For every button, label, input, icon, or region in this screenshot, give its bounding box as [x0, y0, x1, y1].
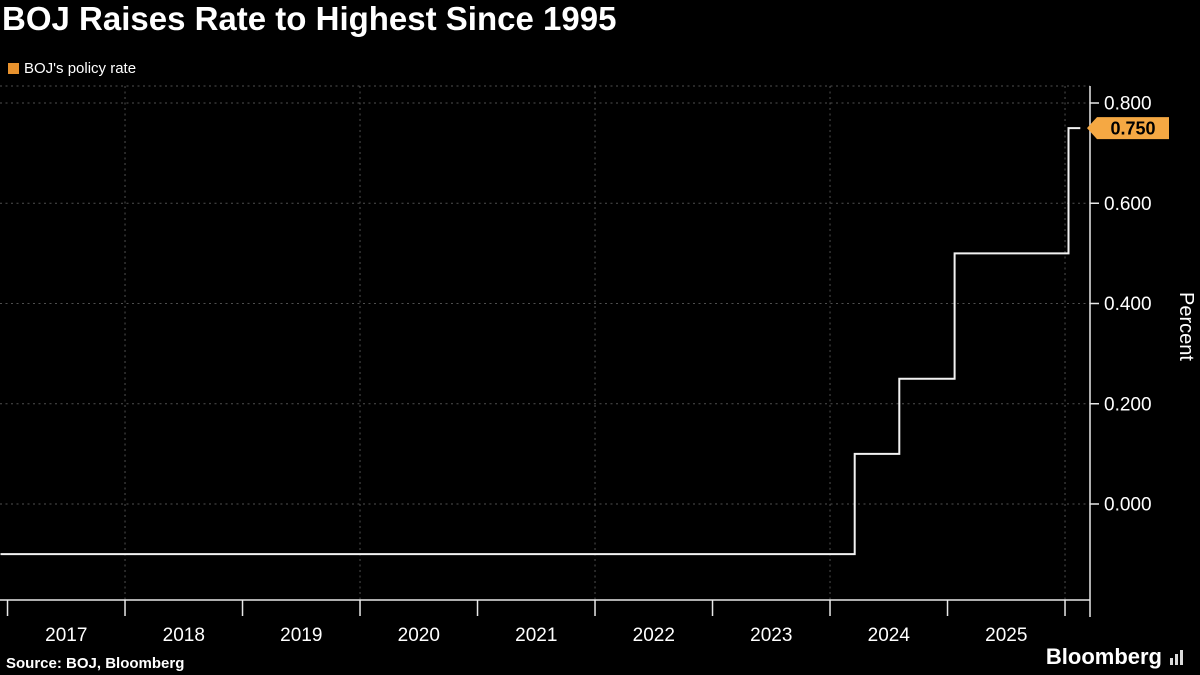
x-axis-label: 2017 — [45, 625, 87, 646]
x-axis-label: 2023 — [750, 625, 792, 646]
x-axis-label: 2022 — [633, 625, 675, 646]
x-axis-label: 2020 — [398, 625, 440, 646]
y-axis-label: 0.400 — [1104, 294, 1152, 315]
legend-label: BOJ's policy rate — [24, 60, 137, 77]
legend-swatch — [8, 63, 19, 74]
x-axis-label: 2021 — [515, 625, 557, 646]
x-axis-label: 2019 — [280, 625, 322, 646]
chart-title: BOJ Raises Rate to Highest Since 1995 — [2, 0, 617, 37]
policy-rate-line — [0, 127, 1081, 556]
x-axis-label: 2025 — [985, 625, 1027, 646]
source-note: Source: BOJ, Bloomberg — [6, 655, 185, 672]
bloomberg-logo: Bloomberg — [1046, 644, 1186, 670]
y-axis-label: 0.800 — [1104, 94, 1152, 115]
y-axis-label: 0.600 — [1104, 194, 1152, 215]
y-axis-title: Percent — [1175, 292, 1197, 361]
bloomberg-mark-icon — [1170, 649, 1183, 665]
legend: BOJ's policy rate — [8, 60, 136, 77]
x-axis-label: 2018 — [163, 625, 205, 646]
current-value-badge — [1087, 117, 1169, 140]
y-axis-label: 0.000 — [1104, 495, 1152, 516]
x-axis-label: 2024 — [868, 625, 911, 646]
current-value-label: 0.750 — [1110, 119, 1155, 139]
bloomberg-logo-text: Bloomberg — [1045, 644, 1162, 669]
y-axis-label: 0.200 — [1104, 394, 1152, 415]
